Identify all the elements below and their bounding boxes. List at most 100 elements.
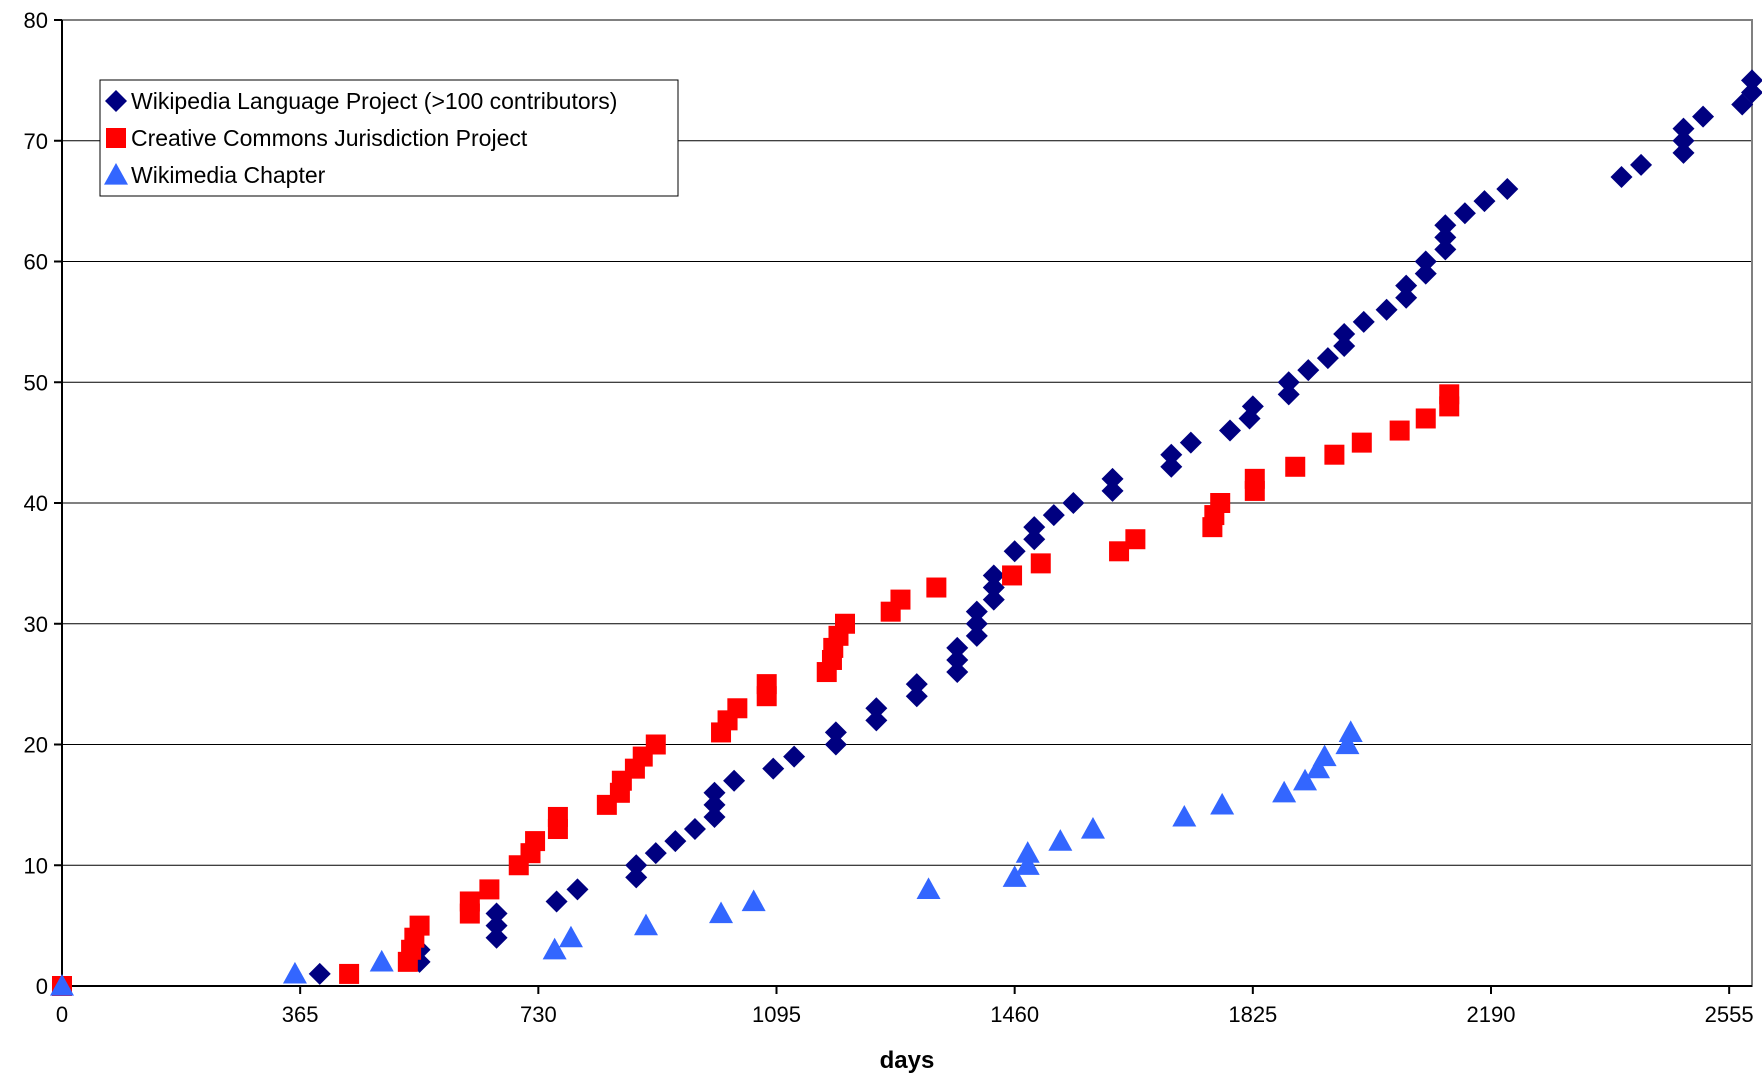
x-axis-title: days [880,1047,935,1074]
square-point [1324,444,1345,465]
diamond-point [965,624,988,647]
square-point [645,734,666,755]
diamond-point [1160,443,1183,466]
diamond-point [625,866,648,889]
diamond-point [1241,395,1264,418]
diamond-point [1297,359,1320,382]
square-point [409,915,430,936]
legend: Wikipedia Language Project (>100 contrib… [99,79,679,197]
diamond-point [824,721,847,744]
diamond-point [965,600,988,623]
diamond-point [703,793,726,816]
diamond-point [1692,105,1715,128]
diamond-point [644,842,667,865]
square-point [926,577,947,598]
diamond-point [1333,335,1356,358]
diamond-point [1741,81,1762,104]
diamond-point [1277,371,1300,394]
diamond-point [946,648,969,671]
triangle-point [1272,780,1297,803]
square-point [1109,541,1130,562]
diamond-point [1610,165,1633,188]
triangle-point [1080,817,1105,839]
diamond-point [865,709,888,732]
diamond-point [485,926,508,949]
diamond-point [865,697,888,720]
x-tick-label: 1460 [990,1002,1039,1027]
legend-triangle-icon [104,163,128,185]
x-tick-label: 1825 [1228,1002,1277,1027]
triangle-point [1312,744,1337,767]
triangle-point [633,913,658,936]
series-diamond [308,69,1762,985]
diamond-point [1101,467,1124,490]
triangle-point [741,889,766,912]
y-tick-label: 30 [24,612,48,637]
diamond-point [1333,322,1356,345]
y-tick-label: 10 [24,853,48,878]
diamond-point [1414,262,1437,285]
diamond-point [1434,238,1457,261]
diamond-point [1160,455,1183,478]
diamond-point [1003,540,1026,563]
x-tick-label: 365 [282,1002,319,1027]
square-point [339,963,360,984]
square-point [1002,565,1023,586]
triangle-point [1338,720,1363,743]
square-point [1415,408,1436,429]
diamond-point [683,818,706,841]
series-layer [50,69,1762,996]
legend-diamond-icon [105,90,127,112]
diamond-point [723,769,746,792]
square-point [835,613,856,634]
square-point [1389,420,1410,441]
diamond-point [1277,383,1300,406]
triangle-point [50,974,74,996]
square-point [1030,553,1051,574]
y-tick-label: 60 [24,250,48,275]
diamond-point [905,685,928,708]
diamond-point [664,830,687,853]
triangle-point [1048,829,1073,851]
triangle-point [1015,853,1040,875]
legend-item: Wikimedia Chapter [104,162,326,188]
y-tick-label: 50 [24,370,48,395]
x-tick-label: 730 [520,1002,557,1027]
diamond-point [1101,479,1124,502]
square-point [1244,468,1265,489]
legend-box [99,79,679,197]
square-point [1285,456,1306,477]
triangle-point [1210,792,1235,815]
diamond-point [545,890,568,913]
triangle-point [542,937,567,960]
diamond-point [1023,516,1046,539]
diamond-point [946,636,969,659]
diamond-point [1672,129,1695,152]
square-point [1351,432,1372,453]
square-point [1125,529,1146,550]
triangle-point [1306,756,1331,779]
square-point [1439,384,1460,405]
y-tick-label: 0 [36,974,48,999]
legend-label: Wikipedia Language Project (>100 contrib… [131,88,617,114]
square-point [525,831,546,852]
diamond-point [485,914,508,937]
diamond-point [965,612,988,635]
diamond-point [905,673,928,696]
square-point [547,806,568,827]
diamond-point [308,962,331,985]
diamond-point [1352,310,1375,333]
y-tick-label: 70 [24,129,48,154]
diamond-point [982,564,1005,587]
diamond-point [1672,141,1695,164]
diamond-point [1630,153,1653,176]
legend-square-icon [106,128,126,148]
triangle-point [1015,841,1040,863]
square-point [459,891,480,912]
diamond-point [625,854,648,877]
triangle-point [1335,732,1360,755]
diamond-point [1062,492,1085,514]
diamond-point [1741,69,1762,92]
diamond-point [1042,504,1065,527]
